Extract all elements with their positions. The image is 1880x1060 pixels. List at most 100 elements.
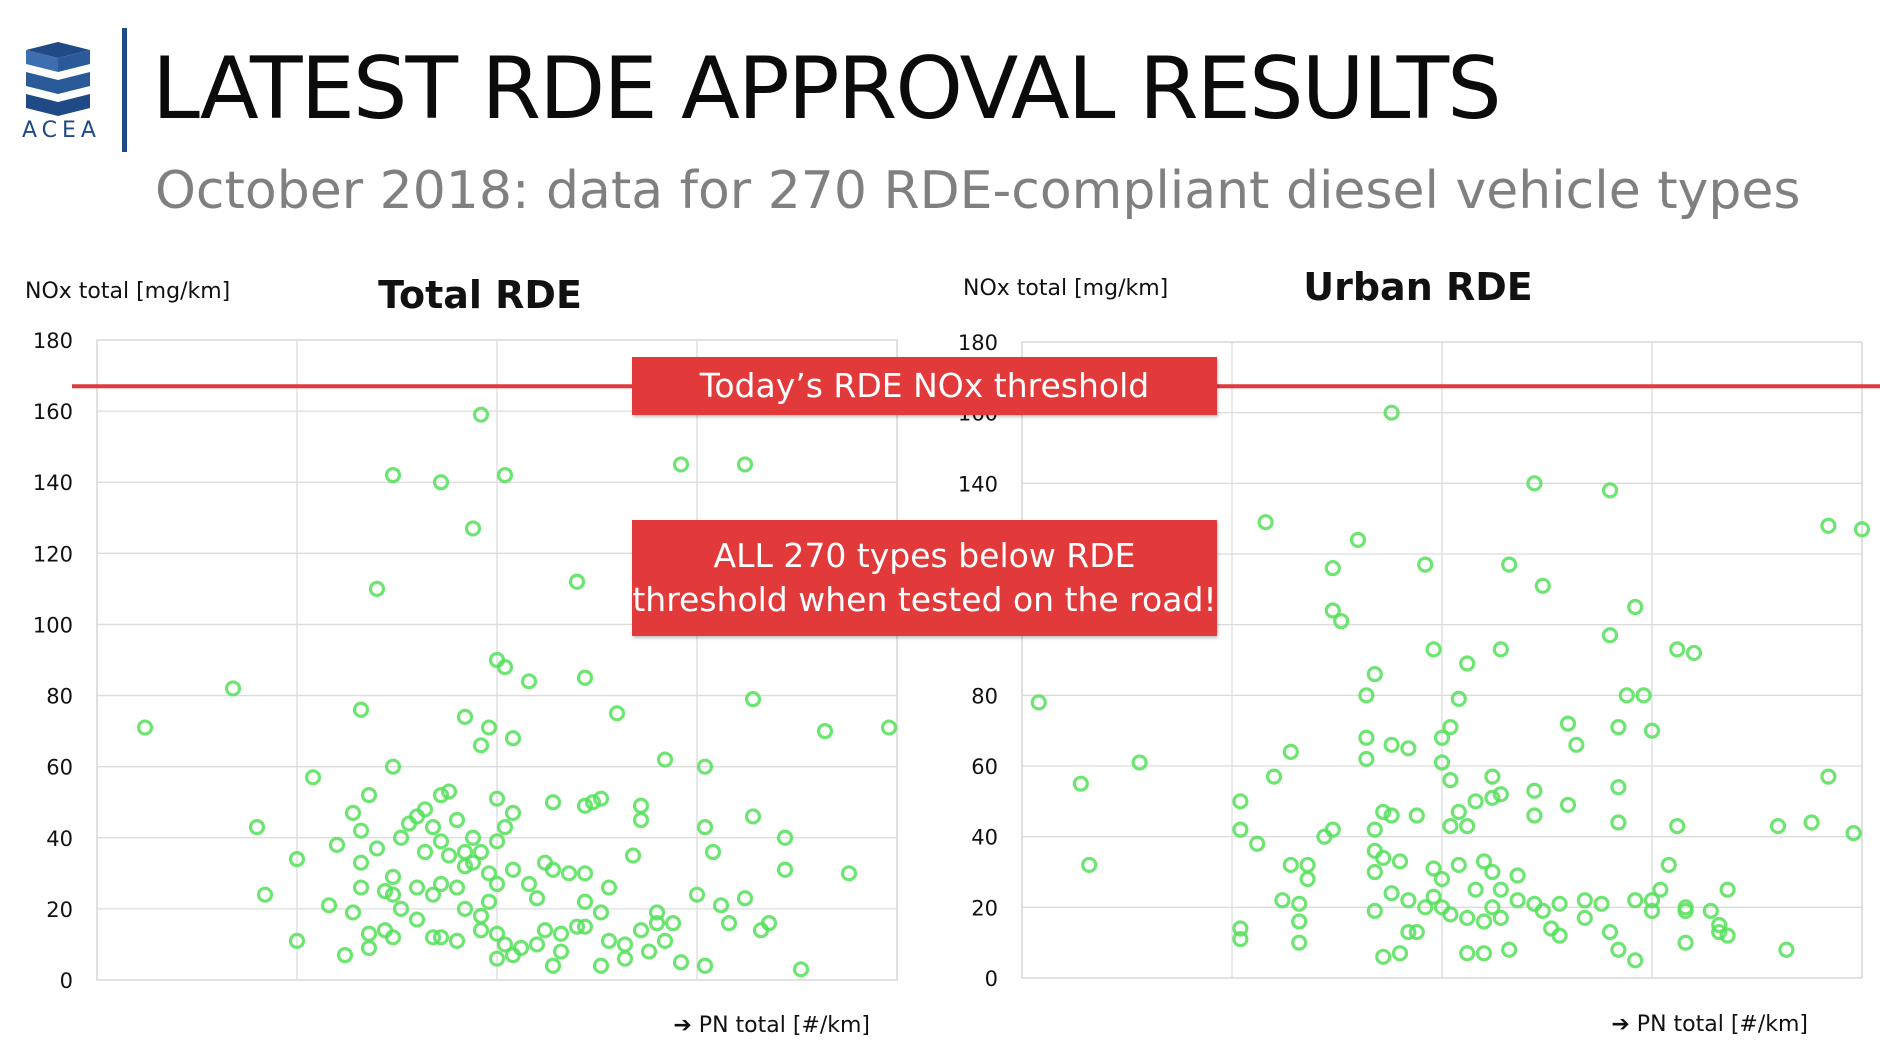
data-point	[656, 932, 674, 949]
data-point	[376, 883, 394, 900]
data-point	[1265, 768, 1283, 785]
data-point	[1425, 860, 1442, 877]
data-point	[520, 673, 538, 690]
data-point	[448, 932, 466, 949]
data-point	[384, 929, 402, 946]
data-point	[1702, 902, 1719, 919]
data-point	[392, 829, 410, 846]
data-point	[472, 737, 490, 754]
data-point	[1820, 768, 1837, 785]
data-point	[1291, 934, 1308, 951]
y-tick-label: 140	[33, 471, 73, 495]
data-point	[1711, 923, 1728, 941]
data-point	[440, 783, 458, 800]
data-point	[1366, 902, 1383, 919]
data-point	[1459, 655, 1476, 672]
data-point	[1291, 895, 1308, 912]
data-point	[1291, 913, 1308, 930]
data-point	[1534, 577, 1551, 594]
data-point	[736, 890, 754, 907]
data-point	[576, 669, 594, 686]
data-point	[1391, 853, 1409, 870]
data-point	[1366, 863, 1383, 881]
data-point	[1459, 909, 1476, 927]
data-point	[320, 897, 338, 914]
data-point	[1643, 902, 1661, 919]
data-point	[1383, 807, 1400, 824]
data-point	[1282, 856, 1299, 874]
data-point	[1484, 768, 1501, 785]
data-point	[1492, 881, 1509, 898]
data-point	[1509, 867, 1526, 884]
data-point	[600, 879, 618, 896]
data-point	[1375, 948, 1392, 965]
y-tick-label: 80	[46, 685, 73, 709]
data-point	[1366, 821, 1383, 838]
data-point	[352, 822, 370, 839]
data-point	[1232, 931, 1249, 948]
data-point	[1249, 835, 1266, 852]
data-point	[1576, 892, 1593, 909]
data-point	[1526, 807, 1543, 824]
data-point	[1459, 817, 1476, 835]
y-tick-label: 20	[971, 896, 998, 920]
data-point	[1643, 892, 1661, 909]
data-point	[1576, 909, 1593, 927]
data-point	[1610, 719, 1627, 736]
data-point	[640, 943, 658, 960]
all-below-line-1: ALL 270 types below RDE	[713, 536, 1136, 575]
data-point	[1677, 902, 1694, 919]
data-point	[1459, 945, 1476, 962]
data-point	[528, 890, 546, 907]
data-point	[648, 915, 666, 932]
data-point	[496, 467, 514, 484]
data-point	[576, 797, 594, 814]
data-point	[1282, 743, 1299, 760]
data-point	[744, 808, 762, 825]
data-point	[1467, 793, 1484, 810]
logo-text: ACEA	[22, 118, 101, 143]
chart-title: Total RDE	[378, 273, 582, 317]
data-point	[1501, 941, 1518, 958]
data-point	[512, 939, 530, 957]
data-point	[368, 580, 386, 597]
data-point	[704, 843, 722, 861]
data-point	[456, 900, 474, 917]
y-tick-label: 60	[46, 756, 73, 780]
data-point	[592, 904, 610, 921]
data-point	[1568, 736, 1585, 753]
data-point	[1257, 514, 1274, 531]
data-point	[472, 907, 490, 925]
data-point	[1601, 482, 1619, 499]
data-point	[760, 915, 778, 932]
data-point	[1853, 521, 1871, 538]
data-point	[384, 467, 402, 484]
data-point	[1030, 694, 1047, 711]
all-below-callout: ALL 270 types below RDE threshold when t…	[632, 520, 1217, 636]
data-point	[616, 936, 634, 953]
data-point	[448, 811, 466, 829]
data-point	[576, 918, 594, 935]
data-point	[1475, 913, 1493, 930]
data-point	[1349, 531, 1367, 548]
data-point	[1383, 404, 1400, 421]
data-point	[360, 787, 378, 804]
data-point	[1366, 666, 1383, 683]
data-point	[1677, 934, 1694, 951]
data-point	[352, 854, 370, 871]
data-point	[720, 915, 738, 932]
data-point	[776, 861, 794, 878]
data-point	[1719, 927, 1736, 944]
data-point	[384, 758, 402, 775]
data-point	[1635, 687, 1652, 704]
data-point	[1685, 644, 1703, 662]
data-point	[1425, 641, 1442, 658]
data-point	[472, 922, 490, 939]
data-point	[528, 936, 546, 953]
data-point	[1627, 598, 1644, 616]
data-point	[744, 691, 762, 708]
data-point	[1408, 807, 1425, 824]
data-point	[424, 819, 442, 836]
y-tick-label: 180	[958, 331, 998, 355]
data-point	[1400, 923, 1417, 941]
